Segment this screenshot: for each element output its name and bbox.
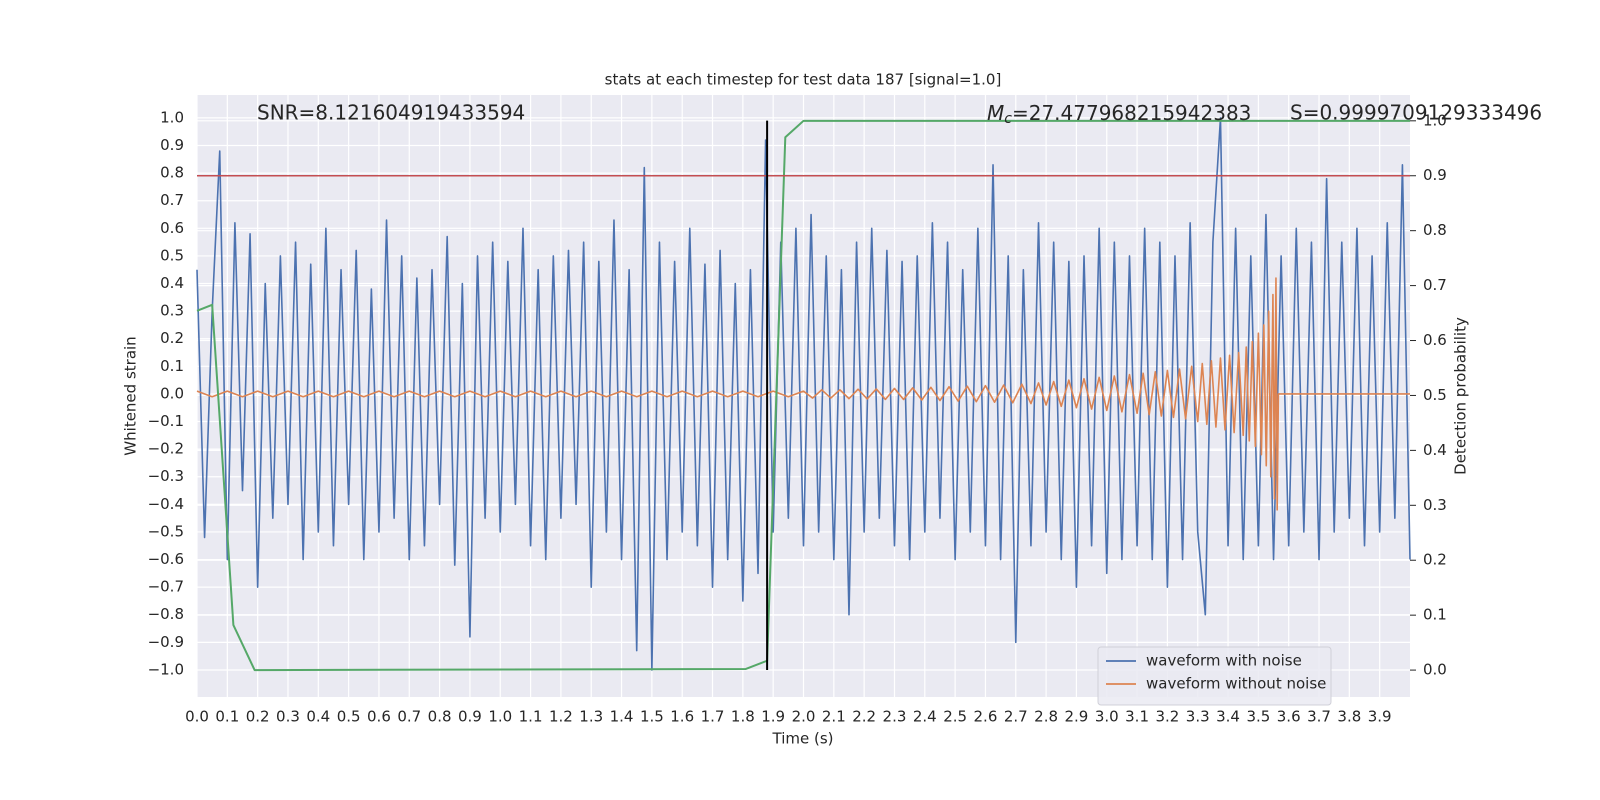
y2-axis-label: Detection probability: [1452, 317, 1470, 475]
x-tick-label: 0.0: [185, 708, 209, 726]
y2-tick-label: 0.6: [1423, 331, 1447, 349]
y-tick-label: −0.9: [148, 633, 184, 651]
x-tick-label: 1.1: [519, 708, 543, 726]
x-tick-label: 1.6: [670, 708, 694, 726]
y2-tick-label: 0.2: [1423, 551, 1447, 569]
grid: [196, 95, 1410, 697]
x-tick-label: 0.5: [337, 708, 361, 726]
y-tick-label: −1.0: [148, 660, 184, 678]
x-tick-label: 0.3: [276, 708, 300, 726]
x-tick-label: 3.3: [1186, 708, 1210, 726]
y-tick-label: 0.4: [160, 274, 184, 292]
x-tick-label: 3.0: [1095, 708, 1119, 726]
series-line: [196, 277, 1410, 511]
x-tick-label: 2.5: [943, 708, 967, 726]
y2-tick-label: 0.3: [1423, 496, 1447, 514]
x-tick-label: 1.2: [549, 708, 573, 726]
y2-tick-label: 0.4: [1423, 441, 1447, 459]
x-tick-label: 1.9: [761, 708, 785, 726]
mc-symbol: M: [987, 101, 1004, 125]
y-tick-label: 0.1: [160, 357, 184, 375]
plot: [196, 117, 1411, 672]
y2-tick-label: 1.0: [1423, 111, 1447, 129]
x-tick-label: 2.2: [852, 708, 876, 726]
y-tick-label: −0.5: [148, 522, 184, 540]
x-tick-label: 3.9: [1368, 708, 1392, 726]
y-tick-label: 0.5: [160, 246, 184, 264]
x-tick-label: 1.0: [488, 708, 512, 726]
x-tick-label: 0.9: [458, 708, 482, 726]
y-tick-label: −0.8: [148, 605, 184, 623]
series-line: [196, 119, 1410, 672]
x-tick-label: 0.2: [246, 708, 270, 726]
x-tick-label: 1.5: [640, 708, 664, 726]
legend-box: [1097, 646, 1332, 706]
legend-label: waveform without noise: [1146, 675, 1326, 693]
s-annotation: S=0.9999709129333496: [1290, 101, 1542, 125]
axes: 0.0 0.1 0.2 0.3 0.4 0.5 0.6 0.7 0.8 0.9 1.0 1.1 1.2 1…: [148, 108, 1447, 725]
x-tick-label: 2.8: [1034, 708, 1058, 726]
x-axis-label: Time (s): [772, 730, 834, 748]
y-tick-label: −0.4: [148, 495, 184, 513]
y2-tick-label: 0.9: [1423, 166, 1447, 184]
x-tick-label: 2.0: [792, 708, 816, 726]
x-tick-label: 2.3: [883, 708, 907, 726]
x-tick-label: 1.8: [731, 708, 755, 726]
y-tick-label: 0.8: [160, 164, 184, 182]
mc-value: =27.477968215942383: [1012, 101, 1251, 125]
x-tick-label: 2.7: [1004, 708, 1028, 726]
x-tick-label: 1.3: [579, 708, 603, 726]
y2-tick-label: 0.5: [1423, 386, 1447, 404]
y2-tick-label: 0.8: [1423, 221, 1447, 239]
y-tick-label: −0.2: [148, 440, 184, 458]
snr-annotation: SNR=8.121604919433594: [257, 101, 525, 125]
y-tick-label: 0.2: [160, 329, 184, 347]
x-tick-label: 2.1: [822, 708, 846, 726]
x-tick-label: 3.6: [1277, 708, 1301, 726]
x-tick-label: 3.8: [1337, 708, 1361, 726]
y-tick-label: 0.9: [160, 136, 184, 154]
x-tick-label: 2.9: [1064, 708, 1088, 726]
x-tick-label: 2.4: [913, 708, 937, 726]
x-tick-label: 0.6: [367, 708, 391, 726]
y-tick-label: 0.7: [160, 191, 184, 209]
x-tick-label: 3.2: [1155, 708, 1179, 726]
x-tick-label: 0.1: [215, 708, 239, 726]
x-tick-label: 0.7: [397, 708, 421, 726]
x-tick-label: 1.7: [701, 708, 725, 726]
x-tick-label: 0.4: [306, 708, 330, 726]
x-tick-label: 1.4: [610, 708, 634, 726]
y2-tick-label: 0.7: [1423, 276, 1447, 294]
y-tick-label: −0.6: [148, 550, 184, 568]
y2-tick-label: 0.0: [1423, 661, 1447, 679]
x-tick-label: 0.8: [428, 708, 452, 726]
y-tick-label: 1.0: [160, 108, 184, 126]
x-tick-label: 3.5: [1246, 708, 1270, 726]
chart-title: stats at each timestep for test data 187…: [605, 71, 1002, 89]
legend: waveform with noise waveform without nois…: [1097, 646, 1332, 706]
y2-tick-label: 0.1: [1423, 606, 1447, 624]
y-tick-label: 0.0: [160, 384, 184, 402]
y-axis-label: Whitened strain: [122, 336, 140, 455]
y-tick-label: −0.7: [148, 578, 184, 596]
x-tick-label: 3.7: [1307, 708, 1331, 726]
series-line: [196, 117, 1411, 671]
y-tick-label: −0.3: [148, 467, 184, 485]
mc-subscript: c: [1004, 111, 1012, 127]
x-tick-label: 3.1: [1125, 708, 1149, 726]
mc-annotation: Mc=27.477968215942383: [987, 101, 1251, 128]
x-tick-label: 2.6: [974, 708, 998, 726]
legend-label: waveform with noise: [1146, 652, 1302, 670]
y-tick-label: 0.6: [160, 219, 184, 237]
y-tick-label: 0.3: [160, 302, 184, 320]
y-tick-label: −0.1: [148, 412, 184, 430]
x-tick-label: 3.4: [1216, 708, 1240, 726]
